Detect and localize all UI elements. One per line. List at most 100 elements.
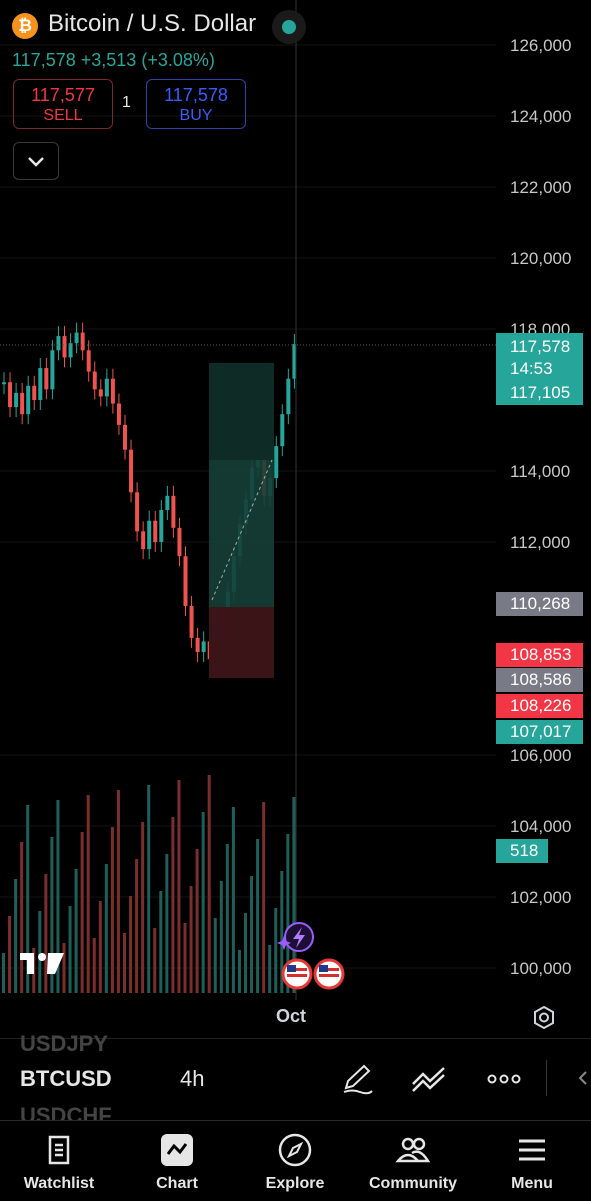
chevron-left-icon[interactable] (576, 1068, 590, 1088)
candle (129, 449, 134, 493)
volume-bar (231, 807, 235, 993)
candle (153, 520, 158, 542)
volume-bar (268, 945, 272, 993)
candle (38, 368, 43, 400)
volume-bar (274, 908, 278, 993)
candle (56, 336, 61, 351)
price-tag: 110,268 (496, 592, 583, 616)
volume-bar (123, 933, 126, 993)
volume-bars (2, 775, 296, 993)
candle (135, 492, 140, 532)
menu-icon (519, 1139, 545, 1161)
volume-bar (14, 879, 18, 993)
symbol-selector[interactable]: BTCUSD (20, 1066, 112, 1091)
volume-bar (225, 844, 229, 993)
interval-selector[interactable]: 4h (180, 1066, 205, 1091)
us-flag-event-icon[interactable] (313, 958, 345, 990)
volume-bar (171, 817, 175, 993)
candle (86, 350, 91, 372)
order-quantity[interactable]: 1 (122, 94, 131, 111)
nav-menu[interactable]: Menu (473, 1121, 591, 1201)
price-tag: 108,586 (496, 668, 583, 692)
candle (92, 371, 97, 390)
compass-icon (278, 1133, 312, 1167)
candle (110, 378, 115, 404)
candle (20, 392, 25, 415)
volume-bar (244, 913, 247, 993)
volume-bar (26, 805, 30, 993)
volume-bar (213, 918, 217, 993)
candle (183, 556, 188, 606)
last-price: 117,578 (12, 50, 76, 70)
nav-explore[interactable]: Explore (236, 1121, 354, 1201)
candle (274, 446, 279, 479)
buy-label: BUY (179, 107, 213, 124)
volume-bar (98, 901, 102, 993)
candle (80, 332, 85, 351)
nav-watchlist[interactable]: Watchlist (0, 1121, 118, 1201)
price-tick: 100,000 (510, 959, 571, 978)
volume-bar (153, 928, 157, 993)
draw-pencil-icon[interactable] (340, 1062, 374, 1096)
settings-icon[interactable] (530, 1004, 558, 1032)
candle (195, 637, 200, 653)
volume-bar (262, 802, 266, 993)
candle (14, 392, 19, 408)
tradingview-logo-icon (20, 953, 64, 974)
sell-label: SELL (43, 107, 83, 124)
candle (50, 350, 55, 390)
volume-bar (44, 874, 48, 993)
volume-bar (256, 839, 260, 993)
candle (177, 527, 182, 557)
indicators-icon[interactable] (410, 1064, 448, 1094)
volume-bar (50, 837, 54, 993)
volume-bar (92, 938, 96, 993)
nav-chart[interactable]: Chart (118, 1121, 236, 1201)
volume-bar (292, 797, 296, 993)
volume-bar (280, 871, 284, 993)
candle (141, 531, 146, 550)
community-icon (395, 1137, 431, 1163)
candle (280, 414, 285, 447)
symbol-title[interactable]: Bitcoin / U.S. Dollar (48, 10, 257, 37)
candle (123, 424, 127, 450)
nav-community[interactable]: Community (354, 1121, 472, 1201)
divider (546, 1060, 547, 1096)
volume-bar (177, 780, 181, 993)
market-status-icon[interactable] (272, 10, 306, 44)
collapse-button[interactable] (13, 142, 59, 180)
volume-bar (201, 812, 205, 993)
volume-bar (147, 785, 151, 993)
volume-bar (165, 854, 169, 993)
sell-button[interactable]: 117,577 SELL (13, 79, 113, 129)
position-profit-zone (209, 460, 274, 607)
price-change: +3,513 (80, 50, 137, 70)
volume-bar (74, 869, 78, 993)
candle (165, 495, 170, 511)
volume-bar (56, 800, 60, 993)
lightning-event-icon[interactable] (277, 922, 314, 952)
entry-price-tag: 107,017 (496, 720, 583, 744)
volume-bar (2, 953, 5, 993)
chart-icon (161, 1134, 193, 1166)
candle (8, 382, 13, 408)
more-icon[interactable] (486, 1070, 522, 1088)
candle (68, 343, 73, 358)
nav-label: Chart (156, 1175, 198, 1192)
candle (44, 368, 49, 390)
price-chart[interactable]: 126,000124,000122,000120,000118,000114,0… (0, 0, 591, 1000)
price-tick: 104,000 (510, 817, 571, 836)
candle (159, 510, 164, 542)
price-tick: 126,000 (510, 36, 571, 55)
watchlist-icon (48, 1135, 70, 1165)
stop-price-tag: 108,226 (496, 694, 583, 718)
candle (2, 382, 6, 385)
buy-button[interactable]: 117,578 BUY (146, 79, 246, 129)
price-tick: 112,000 (510, 533, 570, 552)
candle (32, 385, 37, 400)
prev-symbol[interactable]: USDJPY (20, 1031, 109, 1056)
volume-bar (62, 943, 66, 993)
candle (26, 385, 31, 415)
price-tick: 106,000 (510, 746, 571, 765)
us-flag-event-icon[interactable] (281, 958, 313, 990)
